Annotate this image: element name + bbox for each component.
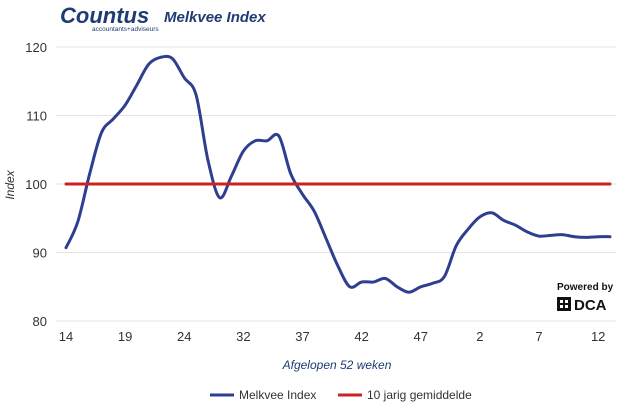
legend: Melkvee Index 10 jarig gemiddelde <box>210 388 472 402</box>
series-line-0 <box>64 54 612 294</box>
y-tick-label: 110 <box>26 109 47 124</box>
chart-title: Melkvee Index <box>164 9 266 26</box>
x-tick-label: 12 <box>591 329 605 344</box>
y-axis-ticks: 80 90 100 110 120 <box>25 40 47 329</box>
powered-by-text: Powered by <box>557 282 614 293</box>
x-tick-label: 2 <box>476 329 483 344</box>
dca-brand-text: DCA <box>574 297 607 314</box>
y-tick-label: 90 <box>33 246 47 261</box>
x-axis-ticks: 14 19 24 32 37 42 47 2 7 12 <box>59 329 606 344</box>
dca-logo-icon <box>557 297 571 311</box>
x-tick-label: 7 <box>535 329 542 344</box>
y-axis-label: Index <box>3 169 17 199</box>
x-tick-label: 32 <box>236 329 250 344</box>
legend-label: 10 jarig gemiddelde <box>367 388 472 402</box>
x-tick-label: 24 <box>177 329 191 344</box>
brand-logo: Countus <box>60 3 149 28</box>
series-layer <box>64 54 612 294</box>
y-tick-label: 80 <box>33 314 47 329</box>
brand-tagline: accountants+adviseurs <box>92 26 159 33</box>
x-tick-label: 19 <box>118 329 132 344</box>
x-axis-label: Afgelopen 52 weken <box>282 358 392 372</box>
y-tick-label: 120 <box>25 40 47 55</box>
x-tick-label: 14 <box>59 329 73 344</box>
y-tick-label: 100 <box>25 177 47 192</box>
x-tick-label: 37 <box>295 329 309 344</box>
powered-by-watermark: Powered by DCA <box>557 282 614 314</box>
legend-label: Melkvee Index <box>239 388 316 402</box>
x-tick-label: 47 <box>414 329 428 344</box>
x-tick-label: 42 <box>354 329 368 344</box>
